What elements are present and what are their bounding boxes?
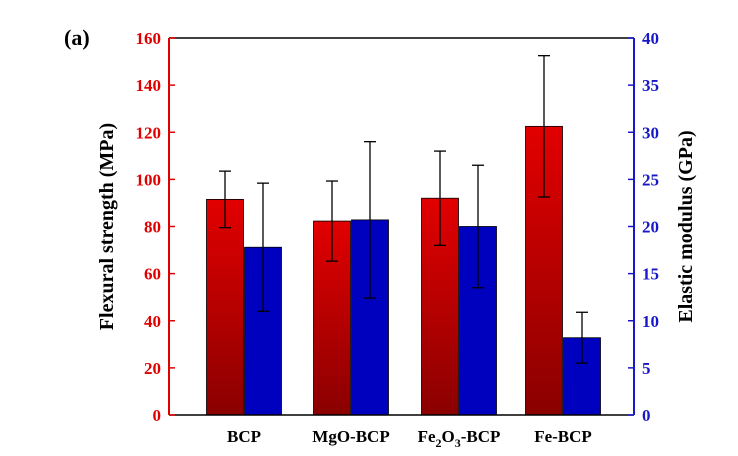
- x-tick-label: Fe-BCP: [534, 427, 592, 446]
- right-tick-label: 15: [642, 265, 659, 284]
- x-tick-label: BCP: [227, 427, 261, 446]
- x-tick-label: Fe2O3-BCP: [418, 427, 501, 450]
- right-axis-title: Elastic modulus (GPa): [675, 130, 697, 322]
- right-tick-label: 10: [642, 312, 659, 331]
- left-tick-label: 40: [144, 312, 161, 331]
- left-tick-label: 80: [144, 218, 161, 237]
- panel-label: (a): [64, 25, 90, 50]
- right-tick-label: 40: [642, 29, 659, 48]
- x-tick-label: MgO-BCP: [312, 427, 389, 446]
- left-tick-label: 120: [136, 123, 162, 142]
- right-tick-label: 25: [642, 170, 659, 189]
- left-tick-label: 20: [144, 359, 161, 378]
- left-tick-label: 0: [153, 406, 162, 425]
- left-tick-label: 60: [144, 265, 161, 284]
- flexural-strength-bar-1: [206, 199, 244, 416]
- left-axis-title: Flexural strength (MPa): [96, 123, 118, 330]
- right-tick-label: 35: [642, 76, 659, 95]
- left-tick-label: 100: [136, 170, 162, 189]
- left-tick-label: 140: [136, 76, 162, 95]
- right-tick-label: 30: [642, 123, 659, 142]
- right-tick-label: 20: [642, 218, 659, 237]
- right-tick-label: 5: [642, 359, 651, 378]
- left-tick-label: 160: [136, 29, 162, 48]
- right-tick-label: 0: [642, 406, 651, 425]
